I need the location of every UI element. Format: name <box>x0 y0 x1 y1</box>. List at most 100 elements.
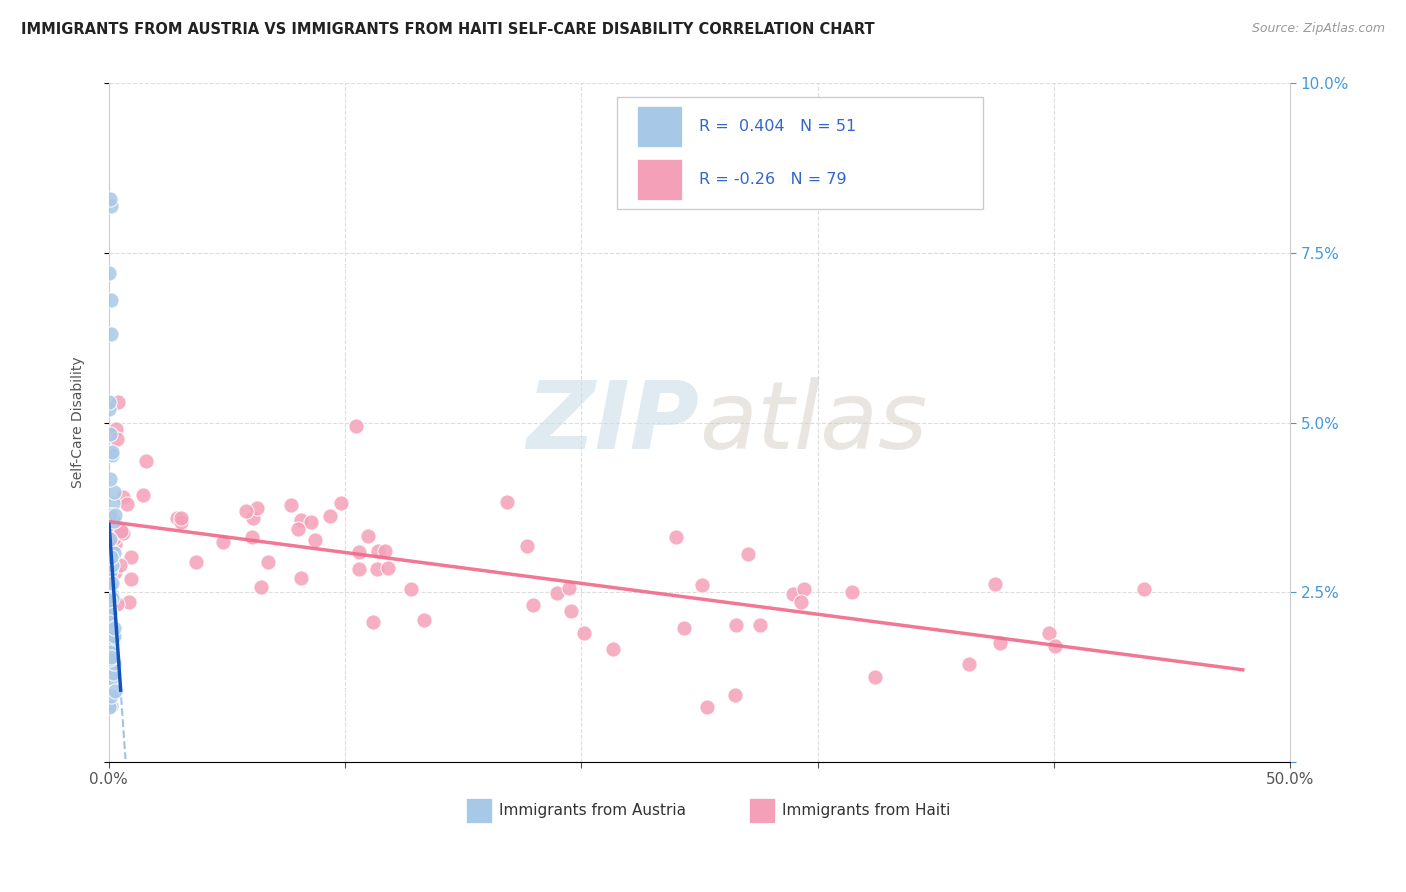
Point <box>250 580 273 594</box>
Point <box>304 533 326 547</box>
Point <box>103 532 125 546</box>
Point <box>100 627 122 641</box>
Point <box>235 504 257 518</box>
Point <box>841 584 863 599</box>
Point <box>546 585 568 599</box>
Text: R =  0.404   N = 51: R = 0.404 N = 51 <box>699 119 856 134</box>
Point <box>692 578 714 592</box>
Point <box>377 560 399 574</box>
Point <box>100 575 122 590</box>
Point <box>242 530 264 544</box>
Point <box>104 521 127 535</box>
Point <box>347 545 370 559</box>
Point <box>98 401 121 416</box>
Point <box>100 650 122 665</box>
Point <box>793 582 815 596</box>
Point <box>118 594 141 608</box>
Point <box>112 491 135 505</box>
Point <box>101 623 124 637</box>
Point <box>111 525 134 540</box>
Point <box>98 565 121 579</box>
Point <box>790 595 813 609</box>
Point <box>98 645 121 659</box>
Point <box>98 532 121 546</box>
Point <box>101 495 124 509</box>
Point <box>299 515 322 529</box>
Point <box>98 699 121 714</box>
Point <box>101 666 124 681</box>
Point <box>103 654 125 668</box>
Point <box>98 508 121 522</box>
Point <box>135 454 157 468</box>
Point <box>103 621 125 635</box>
Text: atlas: atlas <box>699 377 928 468</box>
Point <box>98 427 121 442</box>
Point <box>522 599 544 613</box>
Point <box>242 510 264 524</box>
Point <box>104 684 127 698</box>
Point <box>516 540 538 554</box>
Bar <box>749 798 775 822</box>
Point <box>101 445 124 459</box>
Point <box>100 637 122 651</box>
Text: Immigrants from Austria: Immigrants from Austria <box>499 803 686 818</box>
Point <box>98 394 121 409</box>
Point <box>98 266 121 280</box>
Point <box>673 621 696 635</box>
Point <box>366 561 388 575</box>
Point <box>257 555 280 569</box>
Point <box>170 515 193 529</box>
Bar <box>637 160 682 200</box>
Text: R = -0.26   N = 79: R = -0.26 N = 79 <box>699 172 846 187</box>
Point <box>725 618 748 632</box>
Point <box>120 549 142 564</box>
Point <box>602 642 624 657</box>
Point <box>560 604 582 618</box>
Point <box>413 613 436 627</box>
Point <box>100 579 122 593</box>
Point <box>290 513 312 527</box>
Bar <box>637 106 682 146</box>
Point <box>349 561 371 575</box>
Point <box>98 603 121 617</box>
Point <box>100 293 122 308</box>
Point <box>737 547 759 561</box>
Point <box>696 700 718 714</box>
Point <box>988 636 1011 650</box>
Point <box>98 192 121 206</box>
Point <box>104 565 127 579</box>
Point <box>280 498 302 512</box>
Point <box>105 597 128 611</box>
Point <box>101 511 124 525</box>
Point <box>100 591 122 606</box>
Point <box>100 671 122 685</box>
Point <box>110 524 132 538</box>
Point <box>496 495 519 509</box>
Point <box>98 624 121 639</box>
Point <box>357 529 380 543</box>
Point <box>1133 582 1156 596</box>
Point <box>98 632 121 647</box>
Point <box>100 508 122 522</box>
Point <box>103 656 125 670</box>
Point <box>98 605 121 619</box>
Point <box>863 670 886 684</box>
Point <box>344 418 367 433</box>
Point <box>98 651 121 665</box>
Point <box>246 500 269 515</box>
Point <box>110 558 132 573</box>
Text: IMMIGRANTS FROM AUSTRIA VS IMMIGRANTS FROM HAITI SELF-CARE DISABILITY CORRELATIO: IMMIGRANTS FROM AUSTRIA VS IMMIGRANTS FR… <box>21 22 875 37</box>
Point <box>101 448 124 462</box>
Point <box>782 587 804 601</box>
Point <box>104 508 127 522</box>
Point <box>132 488 155 502</box>
Point <box>724 688 747 702</box>
Point <box>287 522 309 536</box>
Text: Source: ZipAtlas.com: Source: ZipAtlas.com <box>1251 22 1385 36</box>
Point <box>166 511 188 525</box>
Point <box>367 544 389 558</box>
Point <box>330 495 353 509</box>
Point <box>98 563 121 577</box>
Point <box>100 198 122 212</box>
Point <box>107 395 129 409</box>
